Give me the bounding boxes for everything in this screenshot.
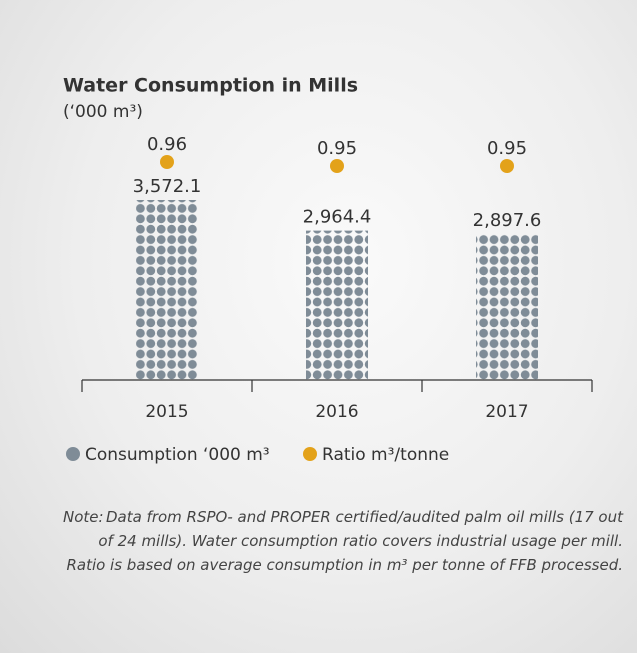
ratio-dot xyxy=(500,159,514,173)
x-tick-label: 2015 xyxy=(145,402,188,422)
x-tick-label: 2016 xyxy=(315,402,358,422)
note-label: Note: xyxy=(63,508,104,526)
legend-label: Consumption ‘000 m³ xyxy=(85,445,270,465)
chart-title: Water Consumption in Mills xyxy=(63,75,358,97)
ratio-dot xyxy=(160,155,174,169)
bar xyxy=(136,200,198,380)
ratio-label: 0.95 xyxy=(487,138,527,159)
ratio-dot xyxy=(330,159,344,173)
note-text: Data from RSPO- and PROPER certified/aud… xyxy=(66,508,623,574)
legend-label: Ratio m³/tonne xyxy=(322,445,449,465)
x-tick-label: 2017 xyxy=(485,402,528,422)
bar xyxy=(306,230,368,380)
note: Note: Data from RSPO- and PROPER certifie… xyxy=(63,505,623,577)
value-label: 2,897.6 xyxy=(473,210,542,231)
ratio-label: 0.96 xyxy=(147,134,187,155)
chart-subtitle: (‘000 m³) xyxy=(63,102,143,122)
value-label: 2,964.4 xyxy=(303,207,372,228)
ratio-label: 0.95 xyxy=(317,138,357,159)
value-label: 3,572.1 xyxy=(133,176,202,197)
bar xyxy=(476,233,538,380)
legend-swatch xyxy=(66,447,80,461)
legend-swatch xyxy=(303,447,317,461)
